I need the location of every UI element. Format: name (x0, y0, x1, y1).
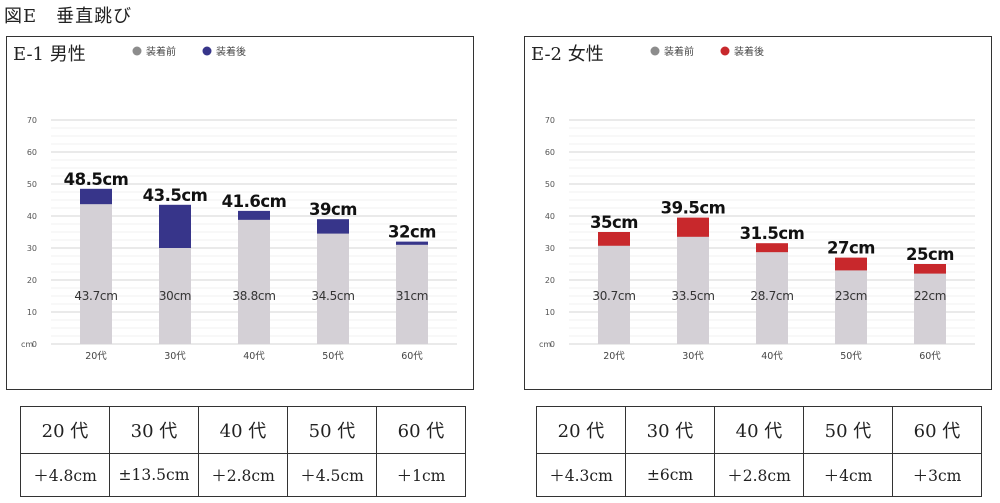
bar-before (756, 252, 788, 344)
bar-after-label: 39.5cm (661, 199, 726, 218)
y-tick-label: 0 (32, 340, 37, 349)
y-tick-label: 0 (550, 340, 555, 349)
bar-after-label: 35cm (590, 213, 638, 232)
legend-label-before: 装着前 (664, 45, 694, 58)
difference-table-male: 20 代 30 代 40 代 50 代 60 代 ＋4.8cm ±13.5cm … (20, 406, 466, 497)
legend-marker-before (132, 46, 142, 56)
table-value-cell: ＋2.8cm (198, 453, 288, 497)
table-header-cell: 40 代 (714, 406, 804, 454)
bar-after-label: 48.5cm (64, 170, 129, 189)
bar-after-label: 32cm (388, 223, 436, 242)
table-header-row: 20 代 30 代 40 代 50 代 60 代 (536, 406, 982, 454)
legend-label-before: 装着前 (146, 45, 176, 58)
table-value-cell: ＋4cm (803, 453, 893, 497)
table-header-cell: 60 代 (376, 406, 466, 454)
x-tick-label: 40代 (761, 351, 783, 362)
bar-before-label: 38.8cm (232, 289, 275, 303)
bar-after-label: 43.5cm (143, 186, 208, 205)
y-tick-label: 60 (545, 148, 555, 157)
table-value-row: ＋4.3cm ±6cm ＋2.8cm ＋4cm ＋3cm (536, 453, 982, 497)
bar-after-label: 27cm (827, 239, 875, 258)
bar-after-label: 41.6cm (222, 192, 287, 211)
legend-label-after: 装着後 (734, 45, 764, 58)
table-value-cell: ＋2.8cm (714, 453, 804, 497)
figure-title: 図E 垂直跳び (4, 6, 133, 27)
table-value-cell: ＋1cm (376, 453, 466, 497)
legend-marker-after (720, 46, 730, 56)
table-value-cell: ＋4.8cm (20, 453, 110, 497)
y-tick-label: 70 (27, 116, 37, 125)
chart-title: E-1 男性 (13, 44, 86, 65)
bar-before (914, 273, 946, 344)
table-header-cell: 20 代 (20, 406, 110, 454)
table-value-cell: ±13.5cm (109, 453, 199, 497)
chart-title: E-2 女性 (531, 44, 604, 65)
bar-before-label: 23cm (835, 289, 867, 303)
x-tick-label: 20代 (603, 351, 625, 362)
x-tick-label: 50代 (322, 351, 344, 362)
x-tick-label: 60代 (401, 351, 423, 362)
x-tick-label: 30代 (682, 351, 704, 362)
y-tick-label: 60 (27, 148, 37, 157)
bar-before-label: 22cm (914, 289, 946, 303)
y-tick-label: 10 (545, 308, 555, 317)
legend-marker-after (202, 46, 212, 56)
bar-after-label: 39cm (309, 200, 357, 219)
table-header-cell: 50 代 (287, 406, 377, 454)
bar-before (396, 244, 428, 344)
y-tick-label: 10 (27, 308, 37, 317)
table-header-cell: 30 代 (109, 406, 199, 454)
bar-before (317, 233, 349, 344)
bar-before-label: 34.5cm (311, 289, 354, 303)
y-tick-label: 20 (27, 276, 37, 285)
x-tick-label: 20代 (85, 351, 107, 362)
y-tick-label: 20 (545, 276, 555, 285)
x-tick-label: 50代 (840, 351, 862, 362)
bar-after-label: 31.5cm (740, 224, 805, 243)
bar-after-label: 25cm (906, 245, 954, 264)
bar-before (598, 245, 630, 344)
table-value-row: ＋4.8cm ±13.5cm ＋2.8cm ＋4.5cm ＋1cm (20, 453, 466, 497)
bar-before-label: 31cm (396, 289, 428, 303)
table-header-row: 20 代 30 代 40 代 50 代 60 代 (20, 406, 466, 454)
y-tick-label: 40 (545, 212, 555, 221)
y-tick-label: 70 (545, 116, 555, 125)
table-value-cell: ＋3cm (892, 453, 982, 497)
x-tick-label: 30代 (164, 351, 186, 362)
chart-panel-female: E-2 女性 装着前 装着後 0 10 20 30 40 50 60 70 cm 30.7cm 35cm 2… (524, 36, 992, 390)
table-header-cell: 30 代 (625, 406, 715, 454)
bar-before-label: 33.5cm (671, 289, 714, 303)
difference-table-female: 20 代 30 代 40 代 50 代 60 代 ＋4.3cm ±6cm ＋2.… (536, 406, 982, 497)
chart-female: E-2 女性 装着前 装着後 0 10 20 30 40 50 60 70 cm 30.7cm 35cm 2… (531, 44, 975, 362)
y-tick-label: 30 (27, 244, 37, 253)
y-tick-label: 30 (545, 244, 555, 253)
y-tick-label: 50 (545, 180, 555, 189)
bar-before (677, 236, 709, 344)
table-header-cell: 60 代 (892, 406, 982, 454)
table-value-cell: ±6cm (625, 453, 715, 497)
unit-label: cm (539, 340, 551, 349)
bar-before (238, 219, 270, 344)
bar-before (80, 204, 112, 344)
table-header-cell: 20 代 (536, 406, 626, 454)
x-tick-label: 60代 (919, 351, 941, 362)
bar-before-label: 30.7cm (592, 289, 635, 303)
bar-before-label: 28.7cm (750, 289, 793, 303)
chart-male: E-1 男性 装着前 装着後 0 10 20 30 40 50 60 70 cm 43.7cm 48.5c… (13, 44, 457, 362)
table-value-cell: ＋4.3cm (536, 453, 626, 497)
unit-label: cm (21, 340, 33, 349)
table-header-cell: 50 代 (803, 406, 893, 454)
bar-before-label: 30cm (159, 289, 191, 303)
bar-before (159, 248, 191, 344)
legend-label-after: 装着後 (216, 45, 246, 58)
bar-before (835, 270, 867, 344)
y-tick-label: 50 (27, 180, 37, 189)
x-tick-label: 40代 (243, 351, 265, 362)
legend-marker-before (650, 46, 660, 56)
chart-panel-male: E-1 男性 装着前 装着後 0 10 20 30 40 50 60 70 cm 43.7cm 48.5c… (6, 36, 474, 390)
bar-before-label: 43.7cm (74, 289, 117, 303)
table-value-cell: ＋4.5cm (287, 453, 377, 497)
y-tick-label: 40 (27, 212, 37, 221)
table-header-cell: 40 代 (198, 406, 288, 454)
